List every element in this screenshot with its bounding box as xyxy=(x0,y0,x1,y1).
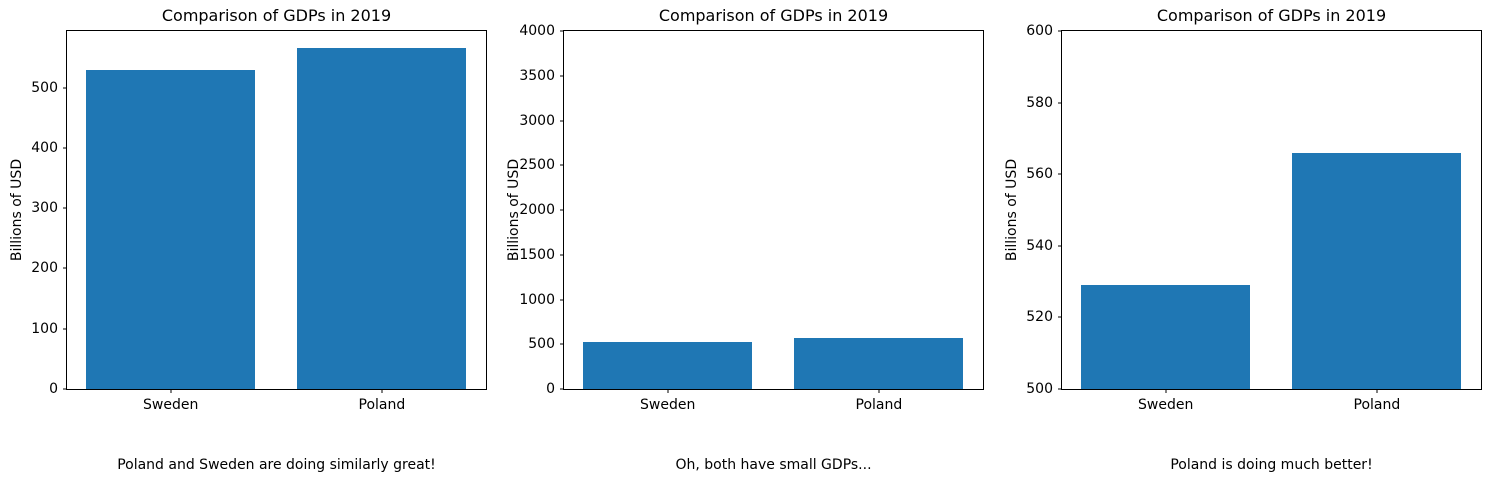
y-tick-mark xyxy=(63,267,67,269)
y-tick-mark xyxy=(560,299,564,300)
subplot-3-plot-area: Comparison of GDPs in 2019 Billions of U… xyxy=(1004,6,1482,472)
y-tick-mark xyxy=(560,30,564,32)
y-tick-mark xyxy=(560,254,564,256)
y-tick-label: 0 xyxy=(49,381,58,397)
bar-sweden xyxy=(1081,285,1251,389)
y-axis-label: Billions of USD xyxy=(9,158,25,262)
x-tick-label-sweden: Sweden xyxy=(1138,397,1194,413)
subplot-2-plot-area: Comparison of GDPs in 2019 Billions of U… xyxy=(506,6,984,472)
y-tick-mark xyxy=(560,388,564,390)
y-tick-mark xyxy=(560,209,564,211)
x-tick-mark xyxy=(878,389,880,393)
y-tick-label: 3000 xyxy=(519,112,555,129)
y-tick-mark xyxy=(560,343,564,345)
y-tick-mark xyxy=(1058,102,1062,104)
chart-caption: Poland and Sweden are doing similarly gr… xyxy=(117,457,436,473)
bar-sweden xyxy=(86,70,256,389)
x-tick-label-poland: Poland xyxy=(855,397,903,413)
y-tick-label: 3500 xyxy=(519,67,555,84)
y-tick-label: 560 xyxy=(1026,166,1053,183)
y-tick-label: 400 xyxy=(31,139,58,156)
y-tick-label: 300 xyxy=(31,200,58,217)
bar-poland xyxy=(1292,152,1462,389)
x-tick-label-poland: Poland xyxy=(358,397,406,413)
bar-poland xyxy=(297,47,467,389)
x-tick-label-sweden: Sweden xyxy=(640,397,696,413)
y-tick-label: 1500 xyxy=(519,246,555,263)
y-tick-label: 1000 xyxy=(519,291,555,308)
x-tick-label-poland: Poland xyxy=(1353,397,1401,413)
y-tick-mark xyxy=(1058,316,1062,318)
y-tick-mark xyxy=(560,75,564,77)
y-tick-label: 540 xyxy=(1026,237,1053,254)
y-tick-mark xyxy=(560,164,564,166)
y-tick-mark xyxy=(560,120,564,121)
chart-title: Comparison of GDPs in 2019 xyxy=(161,6,392,25)
subplot-1-plot-area: Comparison of GDPs in 2019 Billions of U… xyxy=(9,6,487,472)
y-tick-label: 600 xyxy=(1026,23,1053,39)
y-tick-mark xyxy=(1058,388,1062,390)
y-tick-label: 2500 xyxy=(519,157,555,174)
y-tick-label: 2000 xyxy=(519,202,555,218)
y-tick-label: 520 xyxy=(1026,309,1053,326)
chart-title: Comparison of GDPs in 2019 xyxy=(658,6,889,25)
y-tick-mark xyxy=(1058,173,1062,175)
x-tick-label-sweden: Sweden xyxy=(143,397,199,413)
y-axis-label: Billions of USD xyxy=(1004,158,1020,262)
y-tick-label: 500 xyxy=(528,336,555,353)
y-tick-label: 0 xyxy=(546,381,555,397)
y-tick-label: 500 xyxy=(31,79,58,96)
y-tick-mark xyxy=(63,328,67,330)
y-tick-label: 580 xyxy=(1026,94,1053,111)
x-tick-mark xyxy=(170,389,172,393)
y-tick-mark xyxy=(63,388,67,390)
bar-poland xyxy=(794,338,964,389)
x-tick-mark xyxy=(381,389,383,393)
y-tick-label: 4000 xyxy=(519,23,555,39)
y-tick-label: 500 xyxy=(1026,381,1053,397)
y-tick-mark xyxy=(1058,30,1062,32)
bar-sweden xyxy=(583,341,753,389)
chart-caption: Oh, both have small GDPs... xyxy=(675,457,872,473)
x-tick-mark xyxy=(1376,389,1378,393)
y-tick-label: 200 xyxy=(31,260,58,277)
y-tick-mark xyxy=(1058,245,1062,247)
y-tick-label: 100 xyxy=(31,320,58,337)
y-tick-mark xyxy=(63,147,67,149)
x-tick-mark xyxy=(667,389,669,393)
y-tick-mark xyxy=(63,207,67,209)
chart-title: Comparison of GDPs in 2019 xyxy=(1156,6,1387,25)
x-tick-mark xyxy=(1165,389,1167,393)
y-tick-mark xyxy=(63,87,67,89)
chart-caption: Poland is doing much better! xyxy=(1170,457,1373,473)
